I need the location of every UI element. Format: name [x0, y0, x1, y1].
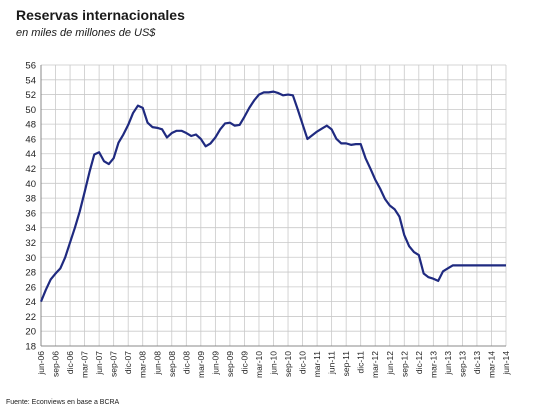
y-tick-label: 32	[25, 238, 36, 249]
x-tick-label: sep-09	[225, 351, 235, 377]
y-tick-label: 34	[25, 223, 36, 234]
x-tick-label: dic-13	[472, 351, 482, 374]
y-tick-label: 38	[25, 194, 36, 205]
y-tick-label: 56	[25, 61, 36, 72]
y-tick-label: 18	[25, 342, 36, 353]
x-tick-label: jun-14	[501, 351, 511, 376]
x-tick-label: dic-10	[298, 351, 308, 374]
y-tick-label: 46	[25, 134, 36, 145]
y-tick-label: 30	[25, 253, 36, 264]
chart-source: Fuente: Econviews en base a BCRA	[6, 399, 120, 406]
x-axis-ticks: jun-06 sep-06 dic-06 mar-07 jun-07 sep-07 dic-…	[36, 351, 511, 378]
x-tick-label: mar-08	[138, 351, 148, 378]
x-tick-label: sep-11	[341, 351, 351, 377]
y-tick-label: 28	[25, 268, 36, 279]
x-tick-label: dic-09	[239, 351, 249, 374]
x-tick-label: mar-11	[312, 351, 322, 378]
x-tick-label: dic-07	[123, 351, 133, 374]
y-tick-label: 20	[25, 327, 36, 338]
x-tick-label: dic-11	[356, 351, 366, 374]
chart-title: Reservas internacionales	[16, 7, 185, 23]
x-tick-label: jun-13	[443, 351, 453, 376]
y-tick-label: 26	[25, 282, 36, 293]
x-tick-label: sep-10	[283, 351, 293, 377]
y-tick-label: 40	[25, 179, 36, 190]
x-tick-label: dic-06	[65, 351, 75, 374]
x-tick-label: sep-06	[51, 351, 61, 377]
x-tick-label: jun-11	[327, 351, 337, 375]
y-tick-label: 42	[25, 164, 36, 175]
x-tick-label: sep-12	[399, 351, 409, 377]
y-tick-label: 24	[25, 297, 36, 308]
y-tick-label: 54	[25, 75, 36, 86]
x-tick-label: mar-07	[80, 351, 90, 378]
x-tick-label: mar-10	[254, 351, 264, 378]
y-tick-label: 22	[25, 312, 36, 323]
y-tick-label: 52	[25, 90, 36, 101]
y-tick-label: 50	[25, 105, 36, 116]
x-tick-label: jun-10	[269, 351, 279, 376]
chart-subtitle: en miles de millones de US$	[16, 27, 156, 39]
x-tick-label: sep-07	[109, 351, 119, 377]
x-tick-label: mar-14	[486, 351, 496, 378]
x-tick-label: sep-13	[457, 351, 467, 377]
x-tick-label: mar-12	[370, 351, 380, 378]
series-layer	[39, 90, 506, 303]
y-tick-label: 44	[25, 149, 36, 160]
x-tick-label: jun-08	[152, 351, 162, 376]
x-tick-label: jun-12	[385, 351, 395, 376]
y-axis-ticks: 18 20 22 24 26 28 30 32 34 36 38 40 42 44 46 48 50 52 54 56	[25, 61, 36, 353]
x-tick-label: dic-12	[414, 351, 424, 374]
x-tick-label: jun-09	[210, 351, 220, 376]
x-tick-label: jun-06	[36, 351, 46, 376]
y-tick-label: 48	[25, 120, 36, 131]
x-tick-label: sep-08	[167, 351, 177, 377]
x-tick-label: mar-13	[428, 351, 438, 378]
x-tick-label: mar-09	[196, 351, 206, 378]
x-tick-label: jun-07	[94, 351, 104, 376]
y-tick-label: 36	[25, 208, 36, 219]
grid-lines	[40, 64, 507, 347]
series-line-0	[39, 90, 506, 303]
x-tick-label: dic-08	[181, 351, 191, 374]
